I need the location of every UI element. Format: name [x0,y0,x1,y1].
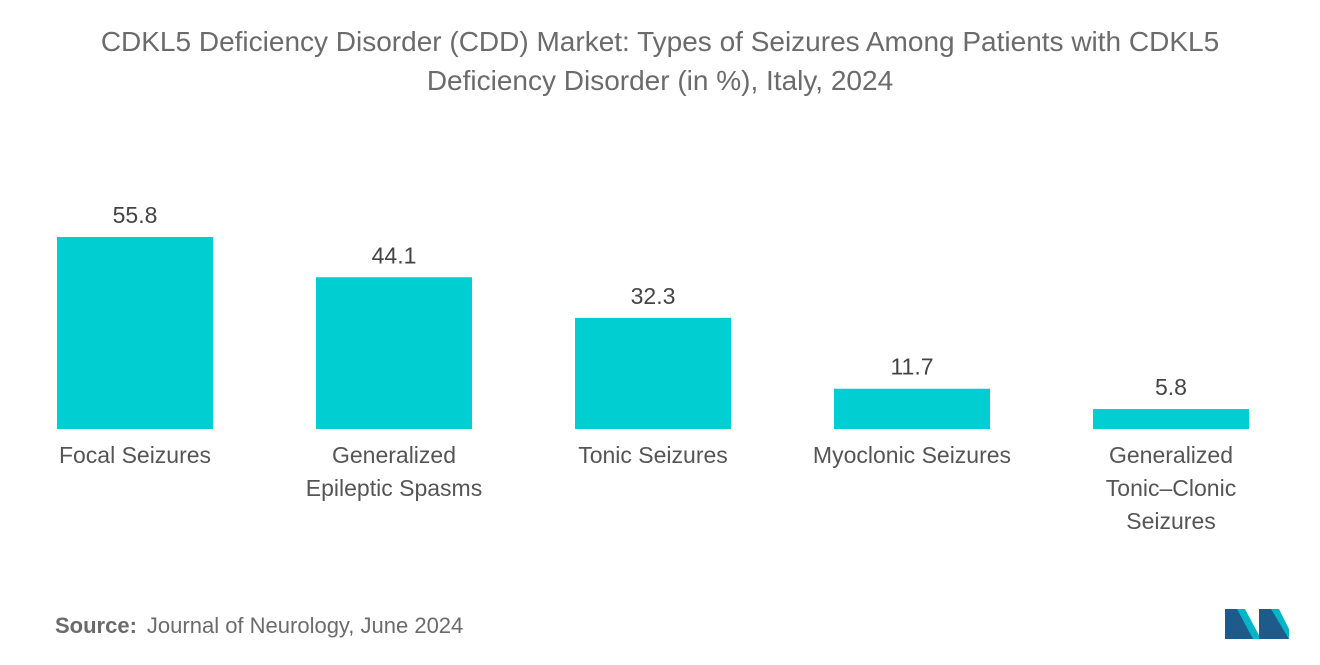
bar-chart: 55.8 Focal Seizures 44.1 Generalized Epilept… [57,202,1249,534]
category-label-1: Generalized Epileptic Spasms [306,442,482,501]
bar-value-label-4: 5.8 [1155,374,1187,400]
source-text: Journal of Neurology, June 2024 [146,613,464,638]
bar-3 [834,388,990,429]
bar-value-label-1: 44.1 [372,242,417,268]
bar-value-label-2: 32.3 [631,283,676,309]
bar-1 [316,277,472,429]
source-label: Source: [55,613,137,638]
chart-title-line-1: CDKL5 Deficiency Disorder (CDD) Market: … [100,26,1220,57]
bar-2 [575,317,731,429]
bar-0 [57,237,213,429]
bar-value-label-0: 55.8 [113,202,158,228]
bar-4 [1093,409,1249,429]
category-label-0: Focal Seizures [59,442,211,468]
category-label-4: Generalized Tonic–Clonic Seizures [1106,442,1236,534]
chart-title-line-2: Deficiency Disorder (in %), Italy, 2024 [426,65,894,96]
category-label-3: Myoclonic Seizures [813,442,1011,468]
mordor-intelligence-logo-icon [1225,609,1289,639]
chart-title: CDKL5 Deficiency Disorder (CDD) Market: … [0,22,1320,100]
category-label-2: Tonic Seizures [578,442,728,468]
source-note: Source: Journal of Neurology, June 2024 [55,613,463,639]
bar-value-label-3: 11.7 [890,354,933,380]
